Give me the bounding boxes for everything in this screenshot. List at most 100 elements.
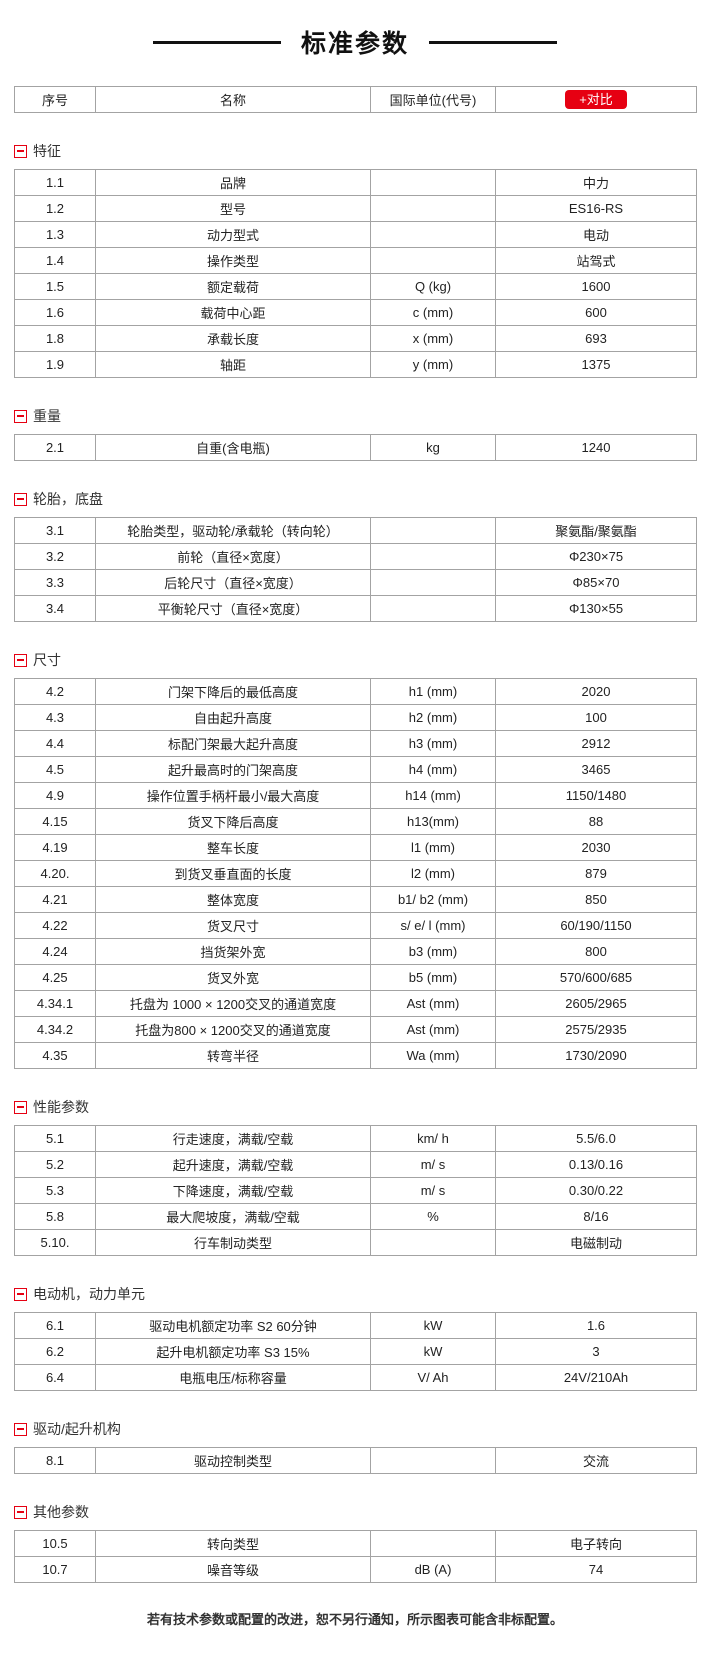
table-row: 1.5 额定载荷 Q (kg) 1600 <box>14 273 697 300</box>
table-row: 5.2 起升速度，满载/空载 m/ s 0.13/0.16 <box>14 1151 697 1178</box>
row-no-cell: 5.8 <box>14 1203 96 1230</box>
row-no-cell: 4.25 <box>14 964 96 991</box>
table-row: 6.4 电瓶电压/标称容量 V/ Ah 24V/210Ah <box>14 1364 697 1391</box>
table-row: 4.34.1 托盘为 1000 × 1200交叉的通道宽度 Ast (mm) 2… <box>14 990 697 1017</box>
row-name-cell: 品牌 <box>95 169 371 196</box>
row-no-cell: 4.22 <box>14 912 96 939</box>
collapse-minus-icon[interactable] <box>14 1422 27 1436</box>
row-unit-cell <box>370 1447 496 1474</box>
collapse-minus-icon[interactable] <box>14 1100 27 1114</box>
spec-table: 1.1 品牌 中力 1.2 型号 ES16-RS 1.3 动力型式 电动 1.4… <box>14 169 697 378</box>
row-no-cell: 4.20. <box>14 860 96 887</box>
row-unit-cell: h2 (mm) <box>370 704 496 731</box>
spec-section: 性能参数 5.1 行走速度，满载/空载 km/ h 5.5/6.0 5.2 起升… <box>14 1097 697 1256</box>
section-header: 其他参数 <box>14 1502 696 1522</box>
row-no-cell: 4.34.1 <box>14 990 96 1017</box>
row-no-cell: 6.4 <box>14 1364 96 1391</box>
row-unit-cell: V/ Ah <box>370 1364 496 1391</box>
table-row: 1.1 品牌 中力 <box>14 169 697 196</box>
row-no-cell: 1.4 <box>14 247 96 274</box>
row-name-cell: 转弯半径 <box>95 1042 371 1069</box>
row-value-cell: ES16-RS <box>495 195 697 222</box>
collapse-minus-icon[interactable] <box>14 653 27 667</box>
row-name-cell: 前轮（直径×宽度） <box>95 543 371 570</box>
row-unit-cell: b3 (mm) <box>370 938 496 965</box>
row-no-cell: 4.3 <box>14 704 96 731</box>
compare-button[interactable]: +对比 <box>565 90 627 109</box>
row-unit-cell <box>370 517 496 544</box>
row-value-cell: 电动 <box>495 221 697 248</box>
section-label: 其他参数 <box>33 1504 89 1520</box>
row-value-cell: 1600 <box>495 273 697 300</box>
row-value-cell: 879 <box>495 860 697 887</box>
row-no-cell: 6.1 <box>14 1312 96 1339</box>
row-value-cell: 8/16 <box>495 1203 697 1230</box>
row-value-cell: 3 <box>495 1338 697 1365</box>
table-row: 8.1 驱动控制类型 交流 <box>14 1447 697 1474</box>
row-unit-cell: % <box>370 1203 496 1230</box>
table-row: 10.5 转向类型 电子转向 <box>14 1530 697 1557</box>
row-unit-cell <box>370 543 496 570</box>
row-name-cell: 承载长度 <box>95 325 371 352</box>
table-row: 3.2 前轮（直径×宽度） Φ230×75 <box>14 543 697 570</box>
collapse-minus-icon[interactable] <box>14 1505 27 1519</box>
table-row: 3.1 轮胎类型，驱动轮/承载轮（转向轮） 聚氨酯/聚氨酯 <box>14 517 697 544</box>
collapse-minus-icon[interactable] <box>14 144 27 158</box>
row-unit-cell: l1 (mm) <box>370 834 496 861</box>
table-row: 4.24 挡货架外宽 b3 (mm) 800 <box>14 938 697 965</box>
title-line-left <box>152 40 281 44</box>
row-name-cell: 货叉外宽 <box>95 964 371 991</box>
row-no-cell: 3.3 <box>14 569 96 596</box>
row-no-cell: 8.1 <box>14 1447 96 1474</box>
row-name-cell: 轴距 <box>95 351 371 378</box>
row-unit-cell: x (mm) <box>370 325 496 352</box>
row-unit-cell: h14 (mm) <box>370 782 496 809</box>
row-unit-cell: Ast (mm) <box>370 990 496 1017</box>
table-row: 1.8 承载长度 x (mm) 693 <box>14 325 697 352</box>
header-col-compare: +对比 <box>495 86 697 113</box>
spec-section: 其他参数 10.5 转向类型 电子转向 10.7 噪音等级 dB (A) 74 <box>14 1502 697 1583</box>
table-row: 4.25 货叉外宽 b5 (mm) 570/600/685 <box>14 964 697 991</box>
row-unit-cell: Q (kg) <box>370 273 496 300</box>
row-no-cell: 5.2 <box>14 1151 96 1178</box>
table-row: 1.6 载荷中心距 c (mm) 600 <box>14 299 697 326</box>
table-row: 1.3 动力型式 电动 <box>14 221 697 248</box>
spec-section: 重量 2.1 自重(含电瓶) kg 1240 <box>14 406 697 461</box>
collapse-minus-icon[interactable] <box>14 409 27 423</box>
row-value-cell: 电子转向 <box>495 1530 697 1557</box>
row-unit-cell <box>370 195 496 222</box>
row-unit-cell: h4 (mm) <box>370 756 496 783</box>
row-value-cell: 交流 <box>495 1447 697 1474</box>
collapse-minus-icon[interactable] <box>14 1287 27 1301</box>
row-unit-cell: h13(mm) <box>370 808 496 835</box>
spec-table: 8.1 驱动控制类型 交流 <box>14 1447 697 1474</box>
row-value-cell: 1150/1480 <box>495 782 697 809</box>
row-no-cell: 10.5 <box>14 1530 96 1557</box>
row-value-cell: 88 <box>495 808 697 835</box>
row-name-cell: 货叉下降后高度 <box>95 808 371 835</box>
table-row: 2.1 自重(含电瓶) kg 1240 <box>14 434 697 461</box>
table-row: 4.2 门架下降后的最低高度 h1 (mm) 2020 <box>14 678 697 705</box>
table-row: 4.15 货叉下降后高度 h13(mm) 88 <box>14 808 697 835</box>
spec-section: 驱动/起升机构 8.1 驱动控制类型 交流 <box>14 1419 697 1474</box>
title-line-right <box>429 40 557 44</box>
table-row: 5.3 下降速度，满载/空载 m/ s 0.30/0.22 <box>14 1177 697 1204</box>
row-unit-cell <box>370 247 496 274</box>
table-row: 5.8 最大爬坡度，满载/空载 % 8/16 <box>14 1203 697 1230</box>
spec-section: 轮胎，底盘 3.1 轮胎类型，驱动轮/承载轮（转向轮） 聚氨酯/聚氨酯 3.2 … <box>14 489 697 622</box>
row-name-cell: 整车长度 <box>95 834 371 861</box>
row-name-cell: 电瓶电压/标称容量 <box>95 1364 371 1391</box>
collapse-minus-icon[interactable] <box>14 492 27 506</box>
table-row: 4.19 整车长度 l1 (mm) 2030 <box>14 834 697 861</box>
page-title-block: 标准参数 <box>14 24 696 60</box>
spec-table: 10.5 转向类型 电子转向 10.7 噪音等级 dB (A) 74 <box>14 1530 697 1583</box>
table-row: 6.1 驱动电机额定功率 S2 60分钟 kW 1.6 <box>14 1312 697 1339</box>
sections: 特征 1.1 品牌 中力 1.2 型号 ES16-RS 1.3 动力型式 电动 … <box>14 141 697 1583</box>
section-label: 轮胎，底盘 <box>33 491 103 507</box>
row-name-cell: 操作位置手柄杆最小/最大高度 <box>95 782 371 809</box>
spec-header-table: 序号 名称 国际单位(代号) +对比 <box>14 86 697 113</box>
row-name-cell: 整体宽度 <box>95 886 371 913</box>
row-unit-cell: Wa (mm) <box>370 1042 496 1069</box>
row-name-cell: 最大爬坡度，满载/空载 <box>95 1203 371 1230</box>
row-name-cell: 额定载荷 <box>95 273 371 300</box>
